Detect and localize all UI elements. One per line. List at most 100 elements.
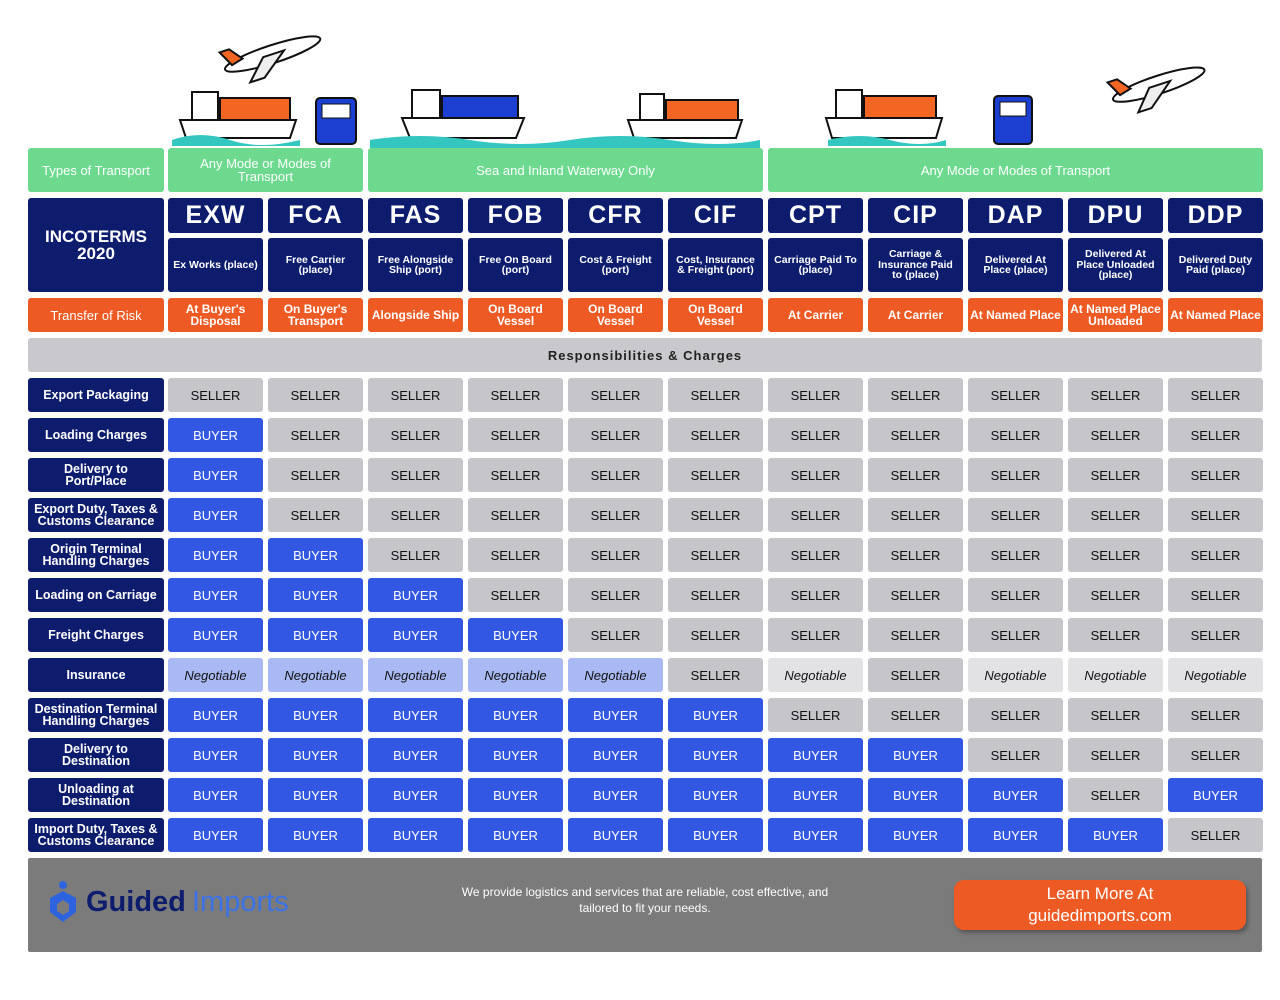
transport-group: Sea and Inland Waterway Only bbox=[368, 148, 763, 192]
term-name: Delivered At Place (place) bbox=[968, 238, 1063, 292]
responsibility-cell: SELLER bbox=[768, 458, 863, 492]
responsibility-cell: SELLER bbox=[1068, 378, 1163, 412]
responsibility-cell: BUYER bbox=[368, 618, 463, 652]
responsibility-cell: SELLER bbox=[568, 538, 663, 572]
term-name: Carriage & Insurance Paid to (place) bbox=[868, 238, 963, 292]
responsibility-cell: SELLER bbox=[968, 418, 1063, 452]
responsibility-cell: SELLER bbox=[268, 418, 363, 452]
responsibility-cell: BUYER bbox=[668, 818, 763, 852]
term-code: CFR bbox=[568, 198, 663, 233]
truck bbox=[993, 95, 1033, 145]
responsibility-cell: BUYER bbox=[168, 498, 263, 532]
transport-group: Any Mode or Modes of Transport bbox=[168, 148, 363, 192]
transport-group: Any Mode or Modes of Transport bbox=[768, 148, 1263, 192]
responsibility-cell: BUYER bbox=[768, 778, 863, 812]
term-name: Free Carrier (place) bbox=[268, 238, 363, 292]
responsibility-cell: SELLER bbox=[368, 458, 463, 492]
responsibility-cell: SELLER bbox=[668, 498, 763, 532]
responsibility-cell: SELLER bbox=[768, 378, 863, 412]
responsibility-cell: BUYER bbox=[468, 618, 563, 652]
responsibility-cell: BUYER bbox=[568, 738, 663, 772]
tagline: We provide logistics and services that a… bbox=[461, 885, 829, 915]
responsibility-cell: BUYER bbox=[468, 738, 563, 772]
responsibility-cell: SELLER bbox=[568, 578, 663, 612]
responsibility-cell: SELLER bbox=[968, 538, 1063, 572]
term-code: DPU bbox=[1068, 198, 1163, 233]
responsibility-cell: SELLER bbox=[1168, 698, 1263, 732]
term-risk: Alongside Ship bbox=[368, 298, 463, 332]
term-code: CIF bbox=[668, 198, 763, 233]
term-code: EXW bbox=[168, 198, 263, 233]
responsibility-cell: SELLER bbox=[468, 378, 563, 412]
term-code: DAP bbox=[968, 198, 1063, 233]
responsibility-cell: SELLER bbox=[968, 698, 1063, 732]
responsibility-cell: BUYER bbox=[168, 738, 263, 772]
responsibility-cell: SELLER bbox=[868, 378, 963, 412]
term-risk: At Named Place bbox=[968, 298, 1063, 332]
responsibility-cell: SELLER bbox=[868, 698, 963, 732]
responsibility-cell: SELLER bbox=[1068, 618, 1163, 652]
responsibility-cell: SELLER bbox=[968, 578, 1063, 612]
responsibility-cell: SELLER bbox=[868, 658, 963, 692]
responsibility-cell: SELLER bbox=[768, 618, 863, 652]
responsibility-cell: SELLER bbox=[268, 378, 363, 412]
term-code: FOB bbox=[468, 198, 563, 233]
row-label: Origin Terminal Handling Charges bbox=[28, 538, 164, 572]
responsibility-cell: SELLER bbox=[468, 538, 563, 572]
responsibility-cell: SELLER bbox=[668, 418, 763, 452]
responsibility-cell: SELLER bbox=[268, 498, 363, 532]
responsibility-cell: SELLER bbox=[768, 498, 863, 532]
responsibility-cell: BUYER bbox=[268, 538, 363, 572]
row-label: Import Duty, Taxes & Customs Clearance bbox=[28, 818, 164, 852]
responsibility-cell: SELLER bbox=[268, 458, 363, 492]
ship bbox=[172, 91, 300, 146]
responsibility-cell: BUYER bbox=[168, 458, 263, 492]
term-name: Ex Works (place) bbox=[168, 238, 263, 292]
brand-imports: Imports bbox=[192, 885, 289, 918]
responsibility-cell: Negotiable bbox=[768, 658, 863, 692]
term-code: FCA bbox=[268, 198, 363, 233]
responsibility-cell: BUYER bbox=[868, 738, 963, 772]
responsibility-cell: BUYER bbox=[168, 578, 263, 612]
responsibility-cell: SELLER bbox=[1168, 738, 1263, 772]
responsibility-cell: BUYER bbox=[968, 818, 1063, 852]
responsibility-cell: SELLER bbox=[668, 538, 763, 572]
term-code: CPT bbox=[768, 198, 863, 233]
responsibility-cell: SELLER bbox=[368, 378, 463, 412]
responsibility-cell: SELLER bbox=[868, 458, 963, 492]
responsibility-cell: Negotiable bbox=[568, 658, 663, 692]
term-code: CIP bbox=[868, 198, 963, 233]
cta-button[interactable]: Learn More At guidedimports.com bbox=[954, 880, 1246, 930]
responsibility-cell: BUYER bbox=[368, 698, 463, 732]
responsibility-cell: SELLER bbox=[1168, 498, 1263, 532]
responsibility-cell: BUYER bbox=[668, 698, 763, 732]
illustrations bbox=[172, 35, 1206, 148]
responsibility-cell: BUYER bbox=[168, 698, 263, 732]
responsibility-cell: BUYER bbox=[268, 618, 363, 652]
responsibility-cell: BUYER bbox=[268, 778, 363, 812]
term-name: Cost, Insurance & Freight (port) bbox=[668, 238, 763, 292]
term-name: Cost & Freight (port) bbox=[568, 238, 663, 292]
responsibility-cell: SELLER bbox=[468, 498, 563, 532]
responsibility-cell: SELLER bbox=[1168, 538, 1263, 572]
responsibility-cell: SELLER bbox=[968, 498, 1063, 532]
row-label: Destination Terminal Handling Charges bbox=[28, 698, 164, 732]
responsibility-cell: SELLER bbox=[1168, 458, 1263, 492]
responsibility-cell: BUYER bbox=[1068, 818, 1163, 852]
term-name: Carriage Paid To (place) bbox=[768, 238, 863, 292]
responsibility-cell: BUYER bbox=[468, 818, 563, 852]
responsibility-cell: SELLER bbox=[1068, 738, 1163, 772]
term-risk: At Buyer's Disposal bbox=[168, 298, 263, 332]
responsibility-cell: BUYER bbox=[368, 818, 463, 852]
responsibility-cell: Negotiable bbox=[168, 658, 263, 692]
responsibility-cell: BUYER bbox=[268, 818, 363, 852]
incoterms-title: INCOTERMS 2020 bbox=[28, 198, 164, 292]
responsibility-cell: SELLER bbox=[468, 418, 563, 452]
term-risk: At Named Place bbox=[1168, 298, 1263, 332]
logo-icon bbox=[50, 881, 76, 922]
risk-label: Transfer of Risk bbox=[28, 298, 164, 332]
row-label: Export Packaging bbox=[28, 378, 164, 412]
responsibility-cell: SELLER bbox=[768, 698, 863, 732]
responsibility-cell: BUYER bbox=[668, 778, 763, 812]
responsibility-cell: SELLER bbox=[668, 578, 763, 612]
